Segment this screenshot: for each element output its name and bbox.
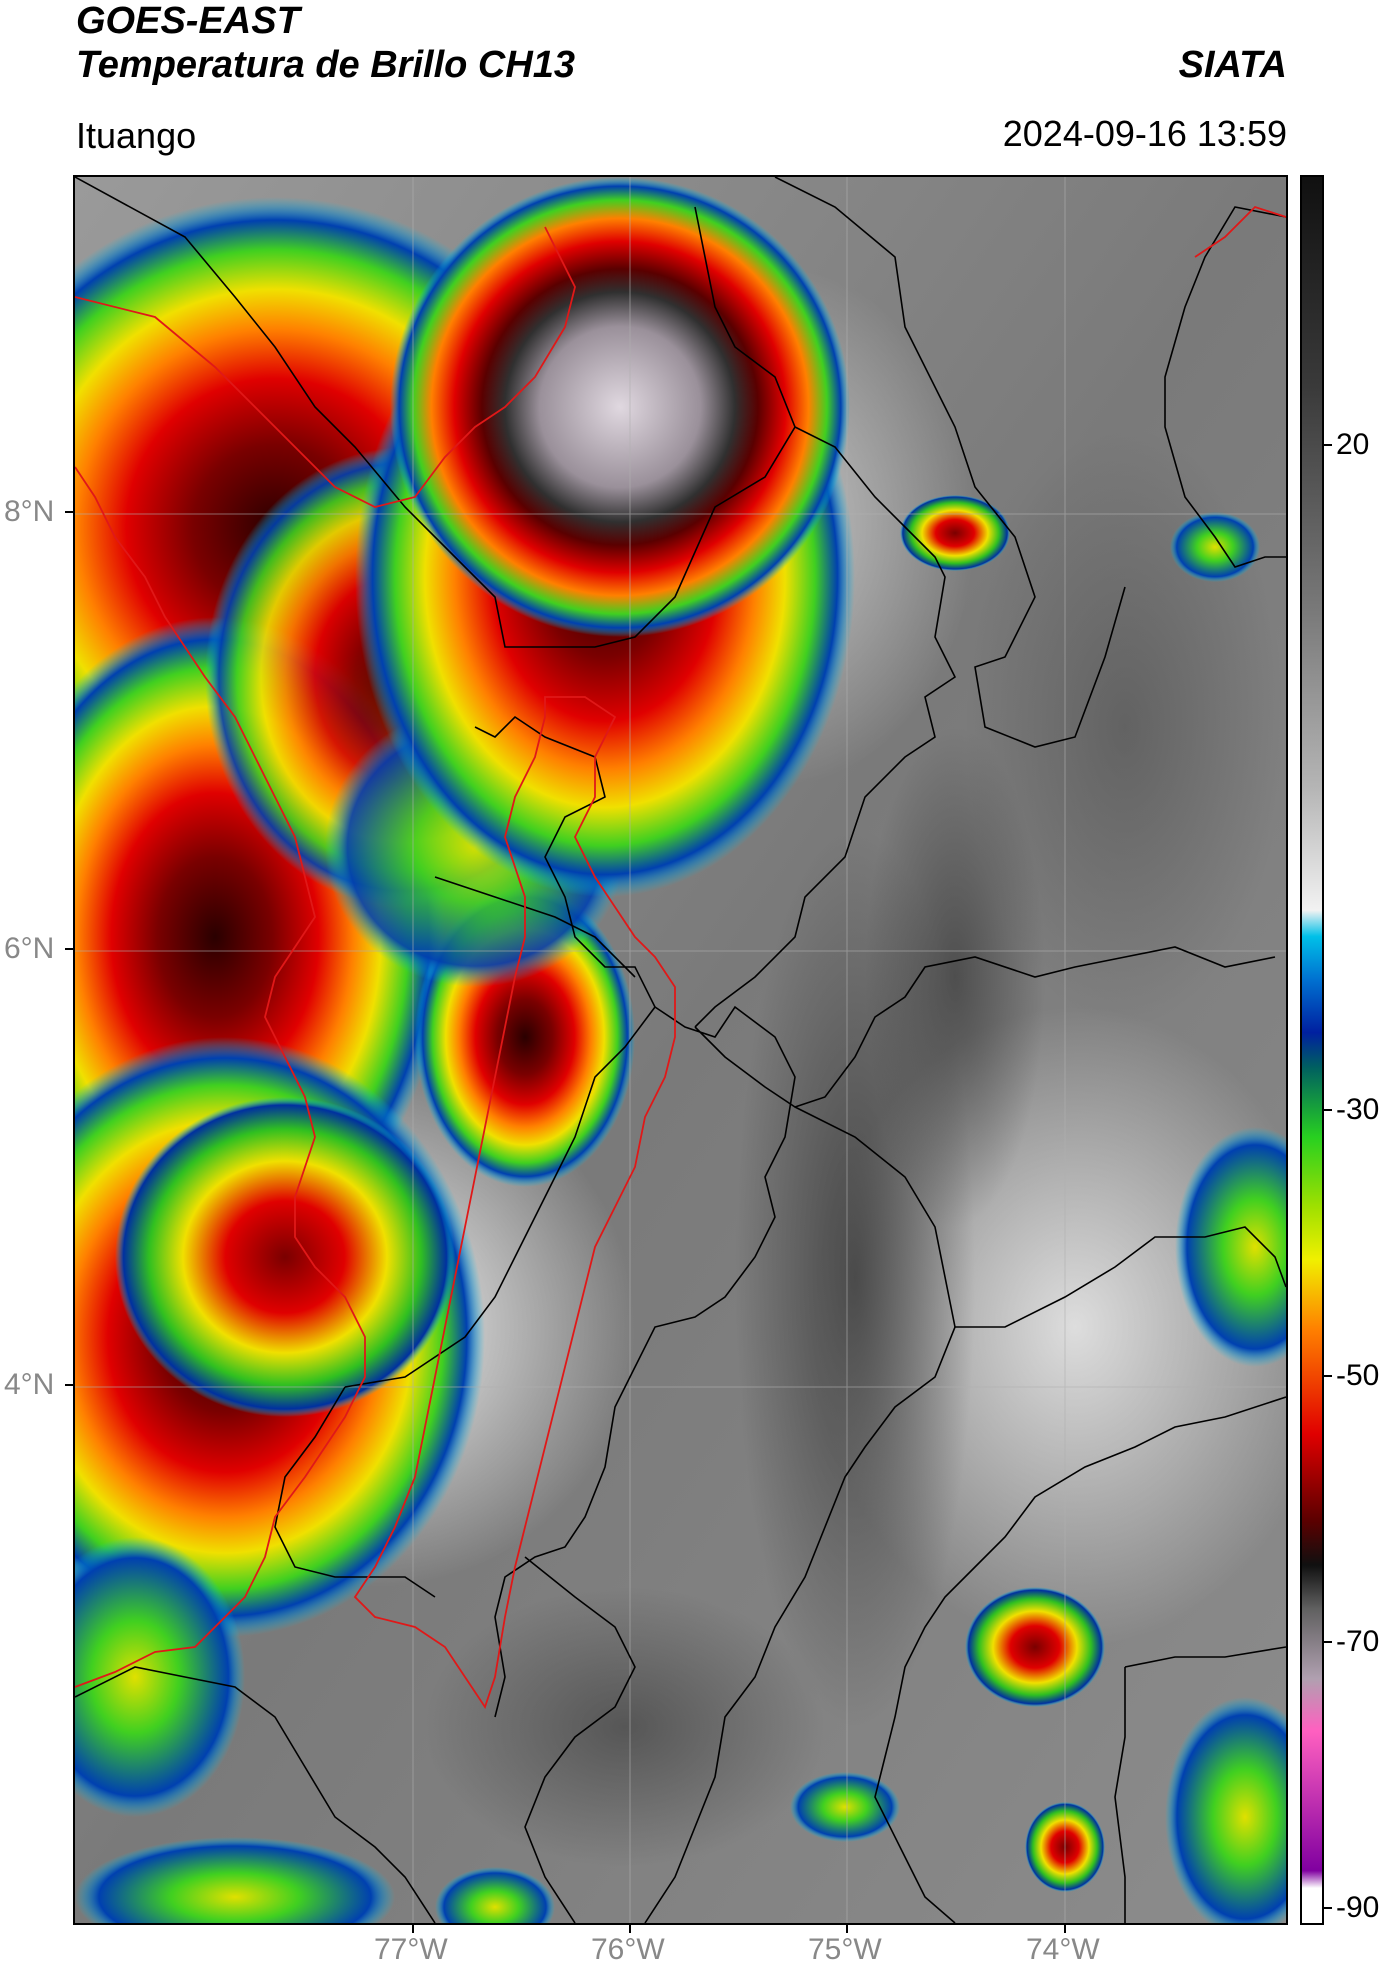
lon-label-77w: 77°W bbox=[374, 1933, 448, 1966]
map-canvas bbox=[75, 177, 1286, 1923]
graticule bbox=[75, 177, 1286, 1923]
lon-tick-76w bbox=[629, 1925, 631, 1933]
title-line-2: Temperatura de Brillo CH13 bbox=[76, 44, 576, 86]
lon-label-75w: 75°W bbox=[808, 1933, 882, 1966]
lon-tick-74w bbox=[1064, 1925, 1066, 1933]
lat-tick-8n bbox=[65, 511, 73, 513]
lat-label-4n: 4°N bbox=[4, 1368, 55, 1401]
datetime-label: 2024-09-16 13:59 bbox=[1002, 113, 1287, 154]
colorbar-tick-minus30 bbox=[1324, 1109, 1332, 1111]
lat-tick-4n bbox=[65, 1384, 73, 1386]
colorbar-label-20: 20 bbox=[1336, 428, 1370, 461]
lon-label-76w: 76°W bbox=[591, 1933, 665, 1966]
colorbar-tick-minus50 bbox=[1324, 1375, 1332, 1377]
colorbar-tick-20 bbox=[1324, 444, 1332, 446]
colorbar-label-minus90: -90 bbox=[1336, 1891, 1380, 1924]
satellite-map[interactable] bbox=[73, 175, 1288, 1925]
lon-tick-77w bbox=[412, 1925, 414, 1933]
colorbar-label-minus70: -70 bbox=[1336, 1625, 1380, 1658]
colorbar-tick-minus70 bbox=[1324, 1641, 1332, 1643]
lat-tick-6n bbox=[65, 948, 73, 950]
location-label: Ituango bbox=[76, 115, 197, 156]
region-outline bbox=[75, 205, 1286, 1710]
admin-borders bbox=[75, 177, 1286, 1923]
storm-southeast bbox=[965, 1587, 1105, 1707]
colorbar-tick-minus90 bbox=[1324, 1907, 1332, 1909]
storm-cold-top bbox=[390, 177, 850, 637]
lat-label-6n: 6°N bbox=[4, 932, 55, 965]
agency-label: SIATA bbox=[1178, 44, 1287, 86]
colorbar-label-minus30: -30 bbox=[1336, 1093, 1380, 1126]
colorbar-label-minus50: -50 bbox=[1336, 1359, 1380, 1392]
colorbar bbox=[1300, 175, 1324, 1925]
lon-tick-75w bbox=[846, 1925, 848, 1933]
lon-label-74w: 74°W bbox=[1026, 1933, 1100, 1966]
lat-label-8n: 8°N bbox=[4, 495, 55, 528]
title-line-1: GOES-EAST bbox=[76, 0, 300, 42]
